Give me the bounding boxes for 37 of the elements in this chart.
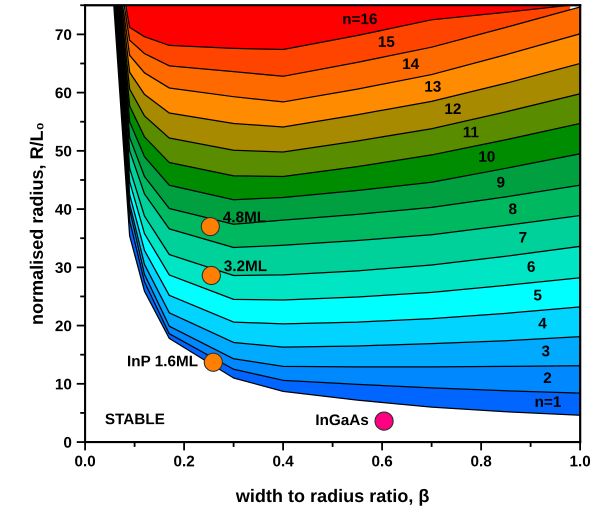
series-label: 5 (534, 290, 542, 300)
y-tick-label: 50 (55, 146, 72, 157)
series-label: 6 (527, 261, 535, 272)
y-tick-label: 70 (56, 29, 72, 40)
x-tick-label: 0.6 (372, 456, 392, 466)
x-tick-label: 1.0 (570, 456, 590, 466)
series-label: 10 (479, 151, 495, 162)
series-label: 7 (519, 232, 526, 243)
x-tick-label: 0.0 (75, 456, 96, 466)
y-tick-label: 10 (56, 378, 72, 390)
y-tick-label: 30 (55, 262, 72, 274)
y-tick-label: 40 (55, 204, 72, 215)
x-tick-label: 0.2 (174, 456, 194, 466)
series-label: 15 (378, 36, 394, 48)
annotation: InP 1.6ML (128, 356, 198, 366)
y-axis-title: normalised radius, R/L₀ (30, 123, 46, 324)
annotation: STABLE (105, 413, 164, 424)
series-label: 11 (464, 126, 479, 138)
annotation: InGaAs (316, 414, 368, 426)
series-label: 14 (403, 58, 420, 70)
x-axis-title: width to radius ratio, β (236, 488, 429, 506)
series-label: n=1 (536, 396, 561, 407)
series-label: n=16 (343, 13, 377, 24)
series-label: 4 (538, 318, 547, 328)
series-label: 9 (497, 176, 504, 188)
y-tick-label: 20 (55, 320, 72, 332)
series-label: 3 (542, 346, 550, 356)
series-label: 13 (425, 80, 441, 92)
x-tick-label: 0.4 (273, 456, 294, 466)
annotation: 4.8ML (223, 212, 266, 222)
series-label: 8 (509, 203, 517, 214)
x-tick-label: 0.8 (471, 456, 492, 466)
series-label: 2 (544, 372, 552, 384)
annotation: 3.2ML (224, 260, 267, 272)
y-tick-label: 0 (64, 436, 72, 448)
y-tick-label: 60 (55, 87, 72, 98)
series-label: 12 (445, 103, 461, 114)
